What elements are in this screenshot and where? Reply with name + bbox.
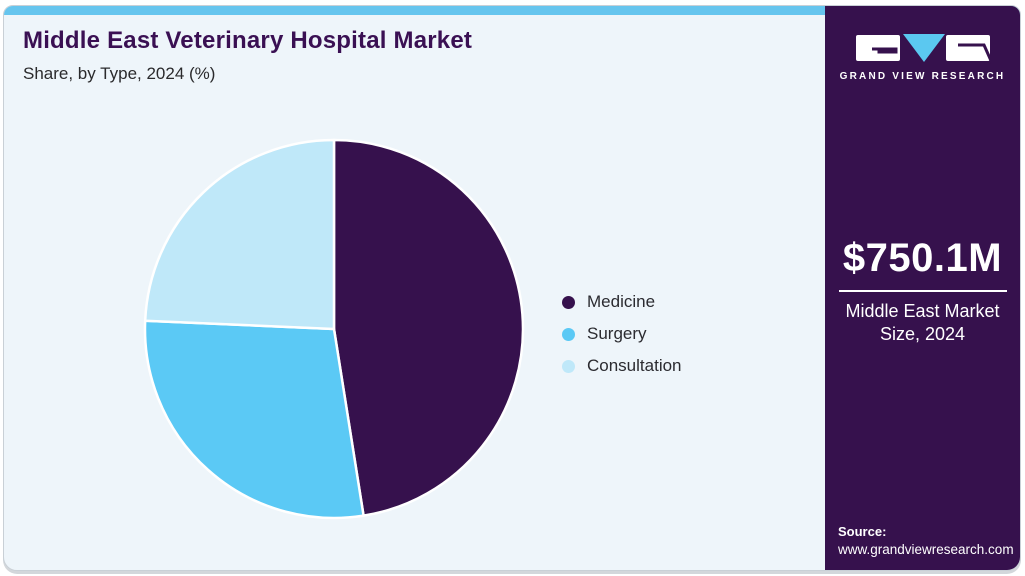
header: Middle East Veterinary Hospital Market S… xyxy=(23,27,472,84)
legend-swatch-icon xyxy=(562,359,575,373)
page-title: Middle East Veterinary Hospital Market xyxy=(23,27,473,54)
legend-item: Medicine xyxy=(562,286,682,318)
logo-v-triangle-icon xyxy=(902,34,945,62)
logo-r-glyph xyxy=(957,43,991,64)
legend-swatch-icon xyxy=(562,327,575,341)
legend-label: Consultation xyxy=(587,356,682,375)
source-url-link[interactable]: www.grandviewresearch.com xyxy=(838,542,1014,557)
top-accent-bar xyxy=(4,6,1020,15)
stat-label: Middle East Market Size, 2024 xyxy=(845,301,1000,344)
chart-card: Middle East Veterinary Hospital Market S… xyxy=(3,5,1021,571)
pie-chart xyxy=(139,134,529,524)
sidebar: GRAND VIEW RESEARCH $750.1M Middle East … xyxy=(825,6,1020,570)
pie-slice-surgery xyxy=(143,319,365,520)
brand-name: GRAND VIEW RESEARCH xyxy=(839,71,1006,82)
legend-item: Consultation xyxy=(562,350,682,382)
legend-item: Surgery xyxy=(562,318,682,350)
market-size-stat: $750.1M Middle East Market Size, 2024 xyxy=(825,236,1020,346)
legend-label: Medicine xyxy=(587,292,656,311)
legend: Medicine Surgery Consultation xyxy=(562,286,682,382)
logo-g-glyph xyxy=(871,47,897,54)
pie-slice-medicine xyxy=(332,138,525,517)
stat-value: $750.1M xyxy=(842,236,1003,280)
page-subtitle: Share, by Type, 2024 (%) xyxy=(23,64,216,83)
grand-view-research-logo-icon xyxy=(855,34,991,64)
pie-slice-consultation xyxy=(143,138,336,331)
legend-label: Surgery xyxy=(587,324,647,343)
source-label: Source: xyxy=(838,524,887,539)
legend-swatch-icon xyxy=(562,295,575,309)
source-block: Source: www.grandviewresearch.com xyxy=(838,524,1014,557)
brand-block: GRAND VIEW RESEARCH xyxy=(825,32,1020,82)
stat-divider xyxy=(838,290,1007,292)
